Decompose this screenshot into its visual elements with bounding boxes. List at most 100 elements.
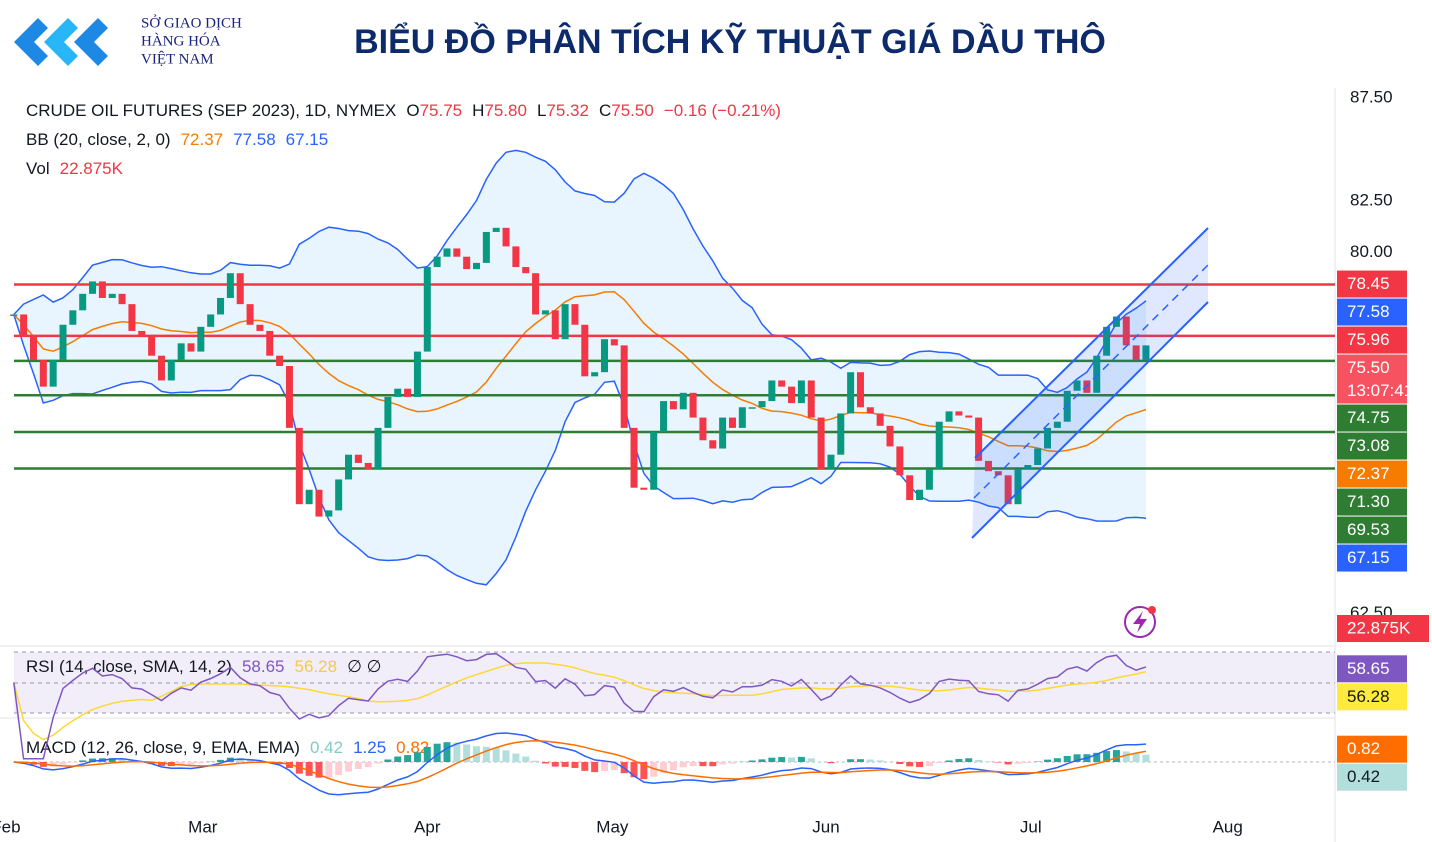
candle	[630, 427, 638, 488]
bollinger-fill	[13, 150, 1146, 585]
price-badge-label: 75.50	[1347, 358, 1390, 377]
channel-line	[974, 227, 1209, 459]
rsi-line	[13, 652, 1147, 760]
legend-item: 67.15	[286, 130, 329, 149]
candle	[778, 380, 786, 387]
candle	[797, 380, 805, 404]
macd-histogram	[453, 742, 461, 762]
candle	[118, 293, 126, 305]
candle	[98, 281, 106, 298]
candle	[738, 407, 746, 428]
legend-item: 56.28	[295, 657, 338, 676]
macd-histogram	[374, 762, 382, 764]
candle	[502, 227, 510, 247]
candle	[384, 396, 392, 428]
candle	[433, 256, 441, 268]
macd-histogram	[1112, 750, 1120, 762]
legend-item: 77.58	[233, 130, 276, 149]
logo-mark	[74, 18, 108, 66]
macd-histogram	[669, 762, 677, 771]
candle	[492, 227, 500, 232]
legend-item: 0.42	[310, 738, 343, 757]
price-badge	[1337, 326, 1407, 354]
candle	[177, 343, 185, 360]
logo-text: SỞ GIAO DỊCH	[141, 14, 242, 31]
rsi-ma	[13, 662, 1147, 741]
candle	[709, 440, 717, 449]
x-tick-label: Jun	[812, 817, 839, 836]
volume-badge	[1337, 615, 1429, 642]
legend-item: RSI (14, close, SMA, 14, 2)	[26, 657, 232, 676]
rsi-band	[14, 652, 1335, 713]
legend-item: −0.16 (−0.21%)	[664, 101, 781, 120]
candle	[295, 427, 303, 505]
candle	[1083, 380, 1091, 393]
macd-histogram	[1073, 754, 1081, 762]
candle	[285, 366, 293, 428]
candle	[305, 489, 313, 505]
candle	[157, 355, 165, 381]
macd-histogram	[364, 762, 372, 768]
macd-histogram	[797, 756, 805, 762]
macd-histogram	[788, 757, 796, 762]
macd-histogram	[610, 762, 618, 771]
macd-histogram	[778, 757, 786, 762]
candle	[453, 248, 461, 257]
candle	[1093, 355, 1101, 393]
candle	[679, 392, 687, 410]
candle	[610, 339, 618, 346]
candle	[217, 297, 225, 315]
macd-histogram	[571, 762, 579, 768]
price-badge	[1337, 270, 1407, 298]
y-tick-label: 82.50	[1350, 191, 1393, 210]
macd-histogram	[532, 760, 540, 762]
macd-histogram	[916, 762, 924, 768]
legend-item: L	[537, 101, 546, 120]
price-badge-label: 67.15	[1347, 548, 1390, 567]
macd-histogram	[197, 762, 205, 764]
logo: SỞ GIAO DỊCH HÀNG HÓA VIỆT NAM	[14, 14, 242, 67]
y-tick-label: 80.00	[1350, 242, 1393, 261]
candle	[197, 326, 205, 352]
price-badge	[1337, 404, 1407, 432]
macd-histogram	[591, 762, 599, 773]
macd-histogram	[876, 760, 884, 762]
indicator-badge-label: 0.42	[1347, 767, 1380, 786]
price-badge	[1337, 460, 1407, 488]
macd-histogram	[423, 746, 431, 762]
macd-histogram	[404, 755, 412, 762]
macd-histogram	[856, 759, 864, 762]
page-title: BIỂU ĐỒ PHÂN TÍCH KỸ THUẬT GIÁ DẦU THÔ	[354, 22, 1106, 61]
macd-histogram	[728, 762, 736, 764]
x-tick-label: Apr	[414, 817, 441, 836]
macd-histogram	[1093, 752, 1101, 762]
candle	[29, 335, 37, 360]
candle	[1014, 469, 1022, 505]
indicator-badge	[1337, 763, 1407, 791]
candle	[79, 293, 87, 311]
logo-mark	[44, 18, 78, 66]
macd-histogram	[1132, 753, 1140, 762]
macd-histogram	[679, 762, 687, 768]
macd-histogram	[325, 762, 333, 778]
candle	[325, 510, 333, 517]
legend-item: 0.82	[396, 738, 429, 757]
price-badge	[1337, 544, 1407, 572]
candle	[975, 417, 983, 461]
candle	[866, 407, 874, 414]
legend-item: 58.65	[242, 657, 285, 676]
macd-histogram	[709, 762, 717, 767]
legend: BB (20, close, 2, 0) 72.37 77.58 67.15	[26, 130, 328, 149]
volume-badge-label: 22.875K	[1347, 618, 1411, 637]
legend: CRUDE OIL FUTURES (SEP 2023), 1D, NYMEX O…	[26, 101, 781, 120]
candle	[1073, 380, 1081, 391]
legend-item: CRUDE OIL FUTURES (SEP 2023), 1D, NYMEX	[26, 101, 396, 120]
macd-signal	[13, 740, 1147, 789]
bollinger-lower	[13, 314, 1147, 586]
candle	[728, 417, 736, 428]
candle	[817, 417, 825, 470]
candle	[788, 386, 796, 404]
macd-histogram	[1142, 754, 1150, 762]
candle	[847, 372, 855, 414]
macd-histogram	[512, 753, 520, 762]
